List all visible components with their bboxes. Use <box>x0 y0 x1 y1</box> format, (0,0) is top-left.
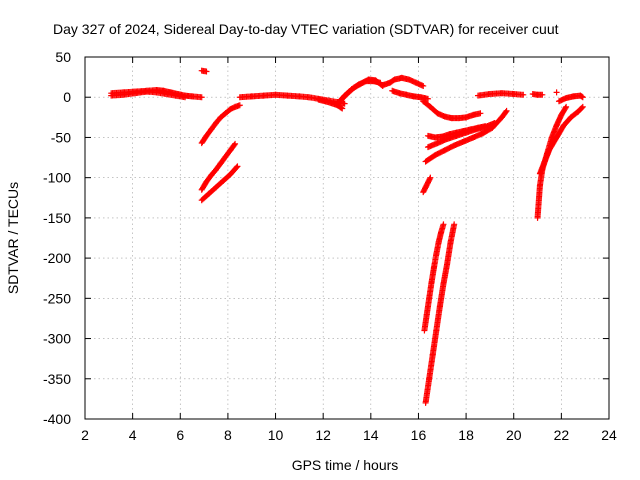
data-points <box>108 67 586 406</box>
x-tick-label: 22 <box>554 427 570 443</box>
data-point <box>539 91 546 98</box>
chart-title: Day 327 of 2024, Sidereal Day-to-day VTE… <box>53 21 559 37</box>
data-point <box>233 164 240 171</box>
data-point <box>231 141 238 148</box>
x-tick-label: 14 <box>363 427 379 443</box>
x-tick-label: 16 <box>411 427 427 443</box>
y-tick-label: -350 <box>43 371 71 387</box>
y-tick-label: -100 <box>43 170 71 186</box>
y-tick-label: -250 <box>43 290 71 306</box>
x-tick-label: 20 <box>506 427 522 443</box>
data-point <box>520 91 527 98</box>
y-tick-label: 0 <box>63 89 71 105</box>
x-tick-label: 10 <box>268 427 284 443</box>
data-point <box>182 94 189 101</box>
data-point <box>234 163 241 170</box>
y-tick-label: -150 <box>43 210 71 226</box>
y-tick-label: -50 <box>51 129 71 145</box>
x-tick-label: 2 <box>81 427 89 443</box>
x-tick-label: 18 <box>458 427 474 443</box>
y-tick-label: -300 <box>43 331 71 347</box>
data-point <box>341 100 348 107</box>
y-tick-label: -200 <box>43 250 71 266</box>
x-tick-label: 24 <box>601 427 617 443</box>
data-point <box>424 95 431 102</box>
data-point <box>236 102 243 109</box>
data-point <box>477 110 484 117</box>
plot-frame <box>84 56 610 420</box>
data-point <box>579 94 586 101</box>
x-tick-label: 4 <box>129 427 137 443</box>
axis-ticks: 2 4 6 8 10 12 14 16 18 20 22 24500-50-100-150-200-2… <box>43 49 617 443</box>
data-point <box>563 103 570 110</box>
data-point <box>198 94 205 101</box>
grid-lines <box>85 57 609 419</box>
data-point <box>203 68 210 75</box>
data-point <box>502 108 509 115</box>
x-tick-label: 12 <box>315 427 331 443</box>
x-axis-label: GPS time / hours <box>292 457 399 473</box>
data-point <box>232 140 239 147</box>
y-tick-label: -400 <box>43 411 71 427</box>
y-axis-label: SDTVAR / TECUs <box>5 182 21 294</box>
x-tick-label: 8 <box>224 427 232 443</box>
data-point <box>420 82 427 89</box>
data-point <box>427 174 434 181</box>
data-point <box>553 89 560 96</box>
data-point <box>339 105 346 112</box>
data-point <box>578 104 585 111</box>
y-tick-label: 50 <box>55 49 71 65</box>
data-point <box>579 103 586 110</box>
data-point <box>451 221 458 228</box>
data-point <box>338 104 345 111</box>
data-point <box>503 107 510 114</box>
x-tick-label: 6 <box>176 427 184 443</box>
data-point <box>440 221 447 228</box>
data-point <box>562 105 569 112</box>
